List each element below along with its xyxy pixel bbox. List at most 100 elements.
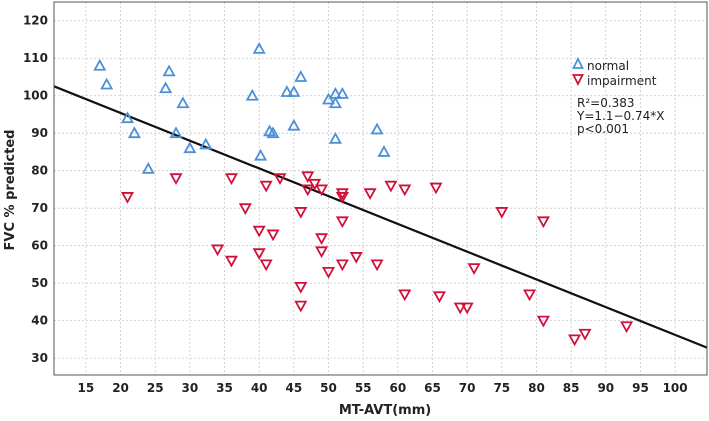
point-normal — [328, 131, 342, 144]
point-impairment — [429, 182, 443, 195]
regression-line — [53, 85, 708, 349]
x-tick-label: 40 — [251, 381, 268, 395]
point-impairment — [523, 289, 537, 302]
point-impairment — [315, 233, 329, 246]
x-tick-label: 35 — [216, 381, 233, 395]
annotation-r2: R²=0.383 — [577, 96, 635, 110]
point-normal — [377, 145, 391, 157]
y-tick-label: 50 — [31, 276, 48, 290]
x-tick-label: 60 — [389, 381, 406, 395]
point-impairment — [315, 246, 329, 259]
x-tick-label: 90 — [597, 381, 614, 395]
point-impairment — [335, 216, 349, 229]
point-impairment — [294, 300, 308, 313]
point-impairment — [349, 252, 363, 264]
point-impairment — [294, 207, 308, 219]
legend-normal-label: normal — [587, 59, 629, 73]
y-tick-label: 70 — [31, 201, 48, 215]
point-normal — [321, 92, 336, 105]
annotation-p: p<0.001 — [577, 122, 629, 136]
x-axis-label: MT-AVT(mm) — [339, 403, 431, 418]
point-normal — [159, 81, 173, 94]
legend-impairment-marker — [572, 74, 584, 87]
point-impairment — [335, 259, 349, 272]
y-tick-label: 120 — [23, 14, 48, 28]
plot-frame — [53, 1, 708, 376]
legend-normal-marker — [572, 56, 584, 69]
point-impairment — [398, 289, 412, 302]
x-tick-label: 50 — [320, 381, 337, 395]
point-impairment — [224, 173, 238, 186]
point-impairment — [211, 244, 225, 257]
point-impairment — [321, 267, 336, 279]
point-normal — [266, 126, 280, 139]
x-tick-label: 70 — [459, 381, 476, 395]
point-normal — [328, 96, 342, 109]
point-impairment — [259, 259, 273, 272]
point-normal — [183, 141, 197, 154]
point-impairment — [453, 302, 467, 315]
point-normal — [176, 96, 190, 109]
point-normal — [127, 126, 141, 139]
ticks: 15 20 25 30 35 40 45 50 55 60 65 70 75 80 85 90 95 100 30 4… — [23, 14, 688, 395]
point-impairment — [384, 180, 398, 193]
point-normal — [245, 88, 259, 101]
point-impairment — [398, 184, 412, 197]
point-impairment — [120, 192, 135, 204]
point-normal — [93, 58, 107, 71]
y-tick-label: 60 — [31, 239, 48, 253]
point-impairment — [620, 321, 634, 334]
grid — [54, 2, 707, 375]
point-impairment — [252, 248, 266, 261]
point-impairment — [460, 302, 474, 315]
point-impairment — [467, 263, 481, 276]
x-tick-label: 25 — [147, 381, 164, 395]
x-tick-label: 95 — [632, 381, 649, 395]
point-normal — [162, 64, 176, 77]
x-tick-label: 100 — [663, 381, 688, 395]
point-impairment — [224, 255, 238, 268]
point-impairment — [363, 188, 377, 201]
point-impairment — [252, 225, 266, 238]
x-tick-label: 80 — [528, 381, 545, 395]
point-impairment — [273, 173, 287, 186]
point-impairment — [294, 282, 308, 294]
point-normal — [141, 161, 155, 174]
point-impairment — [315, 184, 329, 197]
point-normal — [254, 148, 268, 161]
x-tick-label: 85 — [563, 381, 580, 395]
y-tick-label: 100 — [23, 89, 48, 103]
point-impairment — [308, 178, 322, 191]
point-impairment — [370, 259, 384, 272]
point-impairment — [238, 203, 252, 216]
legend-impairment-label: impairment — [587, 74, 657, 88]
x-tick-label: 20 — [112, 381, 129, 395]
y-tick-label: 80 — [31, 164, 48, 178]
point-impairment — [568, 334, 582, 347]
point-normal — [120, 111, 135, 124]
y-tick-label: 30 — [31, 351, 48, 365]
point-impairment — [335, 192, 349, 204]
y-axis-label: FVC % predicted — [3, 130, 18, 251]
point-normal — [294, 70, 308, 82]
y-tick-label: 90 — [31, 126, 48, 140]
point-normal — [370, 122, 384, 135]
point-impairment — [169, 173, 183, 186]
annotation-equation: Y=1.1−0.74*X — [576, 109, 664, 123]
x-tick-label: 55 — [355, 381, 372, 395]
point-impairment — [259, 180, 273, 193]
x-tick-label: 15 — [78, 381, 95, 395]
y-tick-label: 40 — [31, 314, 48, 328]
point-normal — [287, 118, 301, 131]
x-tick-label: 45 — [285, 381, 302, 395]
x-tick-label: 65 — [424, 381, 441, 395]
point-impairment — [301, 171, 315, 184]
point-impairment — [266, 229, 280, 242]
point-impairment — [432, 291, 446, 304]
point-normal — [280, 85, 294, 97]
point-normal — [335, 86, 349, 99]
legend: normal impairment R²=0.383 Y=1.1−0.74*X … — [572, 56, 664, 136]
point-normal — [252, 42, 266, 54]
point-impairment — [536, 216, 550, 229]
point-normal — [169, 126, 183, 139]
